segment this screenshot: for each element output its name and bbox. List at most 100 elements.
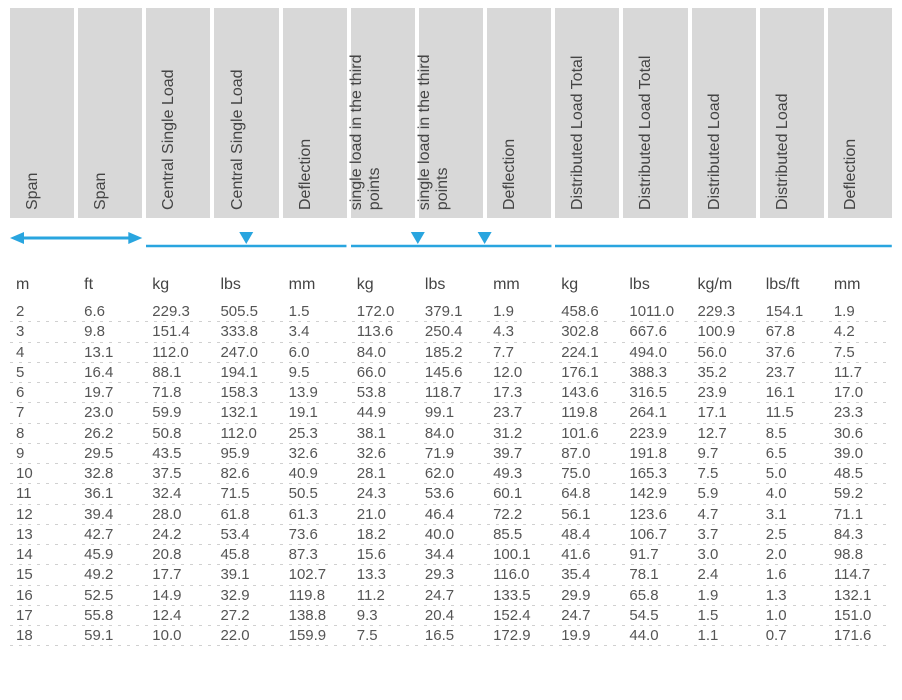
table-cell: 24.7 <box>555 606 619 626</box>
column-header: Deflection <box>283 8 347 218</box>
table-cell: 85.5 <box>487 525 551 545</box>
table-cell: 87.3 <box>283 545 347 565</box>
table-cell: 1.5 <box>283 302 347 322</box>
table-cell: 40.9 <box>283 464 347 484</box>
table-cell: 250.4 <box>419 322 483 342</box>
table-cell: 65.8 <box>623 586 687 606</box>
table-cell: 32.4 <box>146 484 210 504</box>
table-cell: 138.8 <box>283 606 347 626</box>
table-cell: 27.2 <box>214 606 278 626</box>
column-header: Deflection <box>487 8 551 218</box>
table-cell: 64.8 <box>555 484 619 504</box>
table-cell: 34.4 <box>419 545 483 565</box>
table-cell: 12.4 <box>146 606 210 626</box>
table-cell: 21.0 <box>351 505 415 525</box>
table-cell: 95.9 <box>214 444 278 464</box>
table-cell: 66.0 <box>351 363 415 383</box>
table-cell: 152.4 <box>487 606 551 626</box>
column-header-label: Central Single Load <box>160 69 178 210</box>
table-cell: 88.1 <box>146 363 210 383</box>
table-cell: 10.0 <box>146 626 210 646</box>
table-cell: 133.5 <box>487 586 551 606</box>
table-cell: 71.8 <box>146 383 210 403</box>
column-header-label: Span <box>92 173 110 210</box>
table-cell: 3 <box>10 322 74 342</box>
table-cell: 75.0 <box>555 464 619 484</box>
column-header-label: single load in the third points <box>348 20 383 210</box>
table-cell: 39.0 <box>828 444 892 464</box>
table-cell: 40.0 <box>419 525 483 545</box>
table-cell: 1.0 <box>760 606 824 626</box>
table-cell: 6.5 <box>760 444 824 464</box>
column-header: Central Single Load <box>214 8 278 218</box>
unit-label: lbs <box>419 276 483 294</box>
table-cell: 54.5 <box>623 606 687 626</box>
table-cell: 25.3 <box>283 424 347 444</box>
table-cell: 59.2 <box>828 484 892 504</box>
table-cell: 4.0 <box>760 484 824 504</box>
diagram-slot <box>214 224 278 252</box>
table-cell: 19.7 <box>78 383 142 403</box>
column-header-label: Deflection <box>297 139 315 210</box>
table-cell: 38.1 <box>351 424 415 444</box>
table-cell: 458.6 <box>555 302 619 322</box>
table-cell: 171.6 <box>828 626 892 646</box>
column-header-label: Distributed Load <box>774 93 792 210</box>
unit-label: mm <box>828 276 892 294</box>
column-header-label: Distributed Load <box>706 93 724 210</box>
table-cell: 1.5 <box>692 606 756 626</box>
diagram-slot <box>351 224 415 252</box>
table-cell: 10 <box>10 464 74 484</box>
table-cell: 23.7 <box>760 363 824 383</box>
table-cell: 9.5 <box>283 363 347 383</box>
table-cell: 333.8 <box>214 322 278 342</box>
table-cell: 28.0 <box>146 505 210 525</box>
table-cell: 11.5 <box>760 403 824 423</box>
table-cell: 44.0 <box>623 626 687 646</box>
table-cell: 78.1 <box>623 565 687 585</box>
table-cell: 388.3 <box>623 363 687 383</box>
table-cell: 7 <box>10 403 74 423</box>
table-cell: 2.0 <box>760 545 824 565</box>
table-cell: 9 <box>10 444 74 464</box>
table-cell: 6 <box>10 383 74 403</box>
column-header: Distributed Load <box>692 8 756 218</box>
table-cell: 229.3 <box>146 302 210 322</box>
diagram-slot <box>419 224 483 252</box>
table-cell: 17.3 <box>487 383 551 403</box>
column-header-label: Distributed Load Total <box>569 56 587 210</box>
table-cell: 82.6 <box>214 464 278 484</box>
table-cell: 35.2 <box>692 363 756 383</box>
table-cell: 2 <box>10 302 74 322</box>
table-cell: 56.0 <box>692 343 756 363</box>
table-cell: 37.5 <box>146 464 210 484</box>
table-cell: 505.5 <box>214 302 278 322</box>
table-cell: 48.4 <box>555 525 619 545</box>
table-row: 1549.217.739.1102.713.329.3116.035.478.1… <box>10 565 892 585</box>
table-cell: 3.0 <box>692 545 756 565</box>
table-cell: 15.6 <box>351 545 415 565</box>
table-cell: 71.5 <box>214 484 278 504</box>
unit-label: kg <box>555 276 619 294</box>
table-row: 26.6229.3505.51.5172.0379.11.9458.61011.… <box>10 302 892 322</box>
column-headers: SpanSpanCentral Single LoadCentral Singl… <box>10 8 892 218</box>
table-cell: 30.6 <box>828 424 892 444</box>
table-cell: 101.6 <box>555 424 619 444</box>
table-cell: 8 <box>10 424 74 444</box>
table-cell: 3.1 <box>760 505 824 525</box>
table-row: 1652.514.932.9119.811.224.7133.529.965.8… <box>10 586 892 606</box>
table-cell: 37.6 <box>760 343 824 363</box>
table-cell: 24.7 <box>419 586 483 606</box>
table-cell: 302.8 <box>555 322 619 342</box>
table-cell: 106.7 <box>623 525 687 545</box>
table-cell: 41.6 <box>555 545 619 565</box>
table-cell: 0.7 <box>760 626 824 646</box>
table-cell: 42.7 <box>78 525 142 545</box>
table-cell: 224.1 <box>555 343 619 363</box>
column-header: Distributed Load Total <box>555 8 619 218</box>
table-cell: 23.3 <box>828 403 892 423</box>
table-cell: 84.0 <box>351 343 415 363</box>
table-cell: 667.6 <box>623 322 687 342</box>
table-row: 413.1112.0247.06.084.0185.27.7224.1494.0… <box>10 343 892 363</box>
diagram-slot <box>623 224 687 252</box>
